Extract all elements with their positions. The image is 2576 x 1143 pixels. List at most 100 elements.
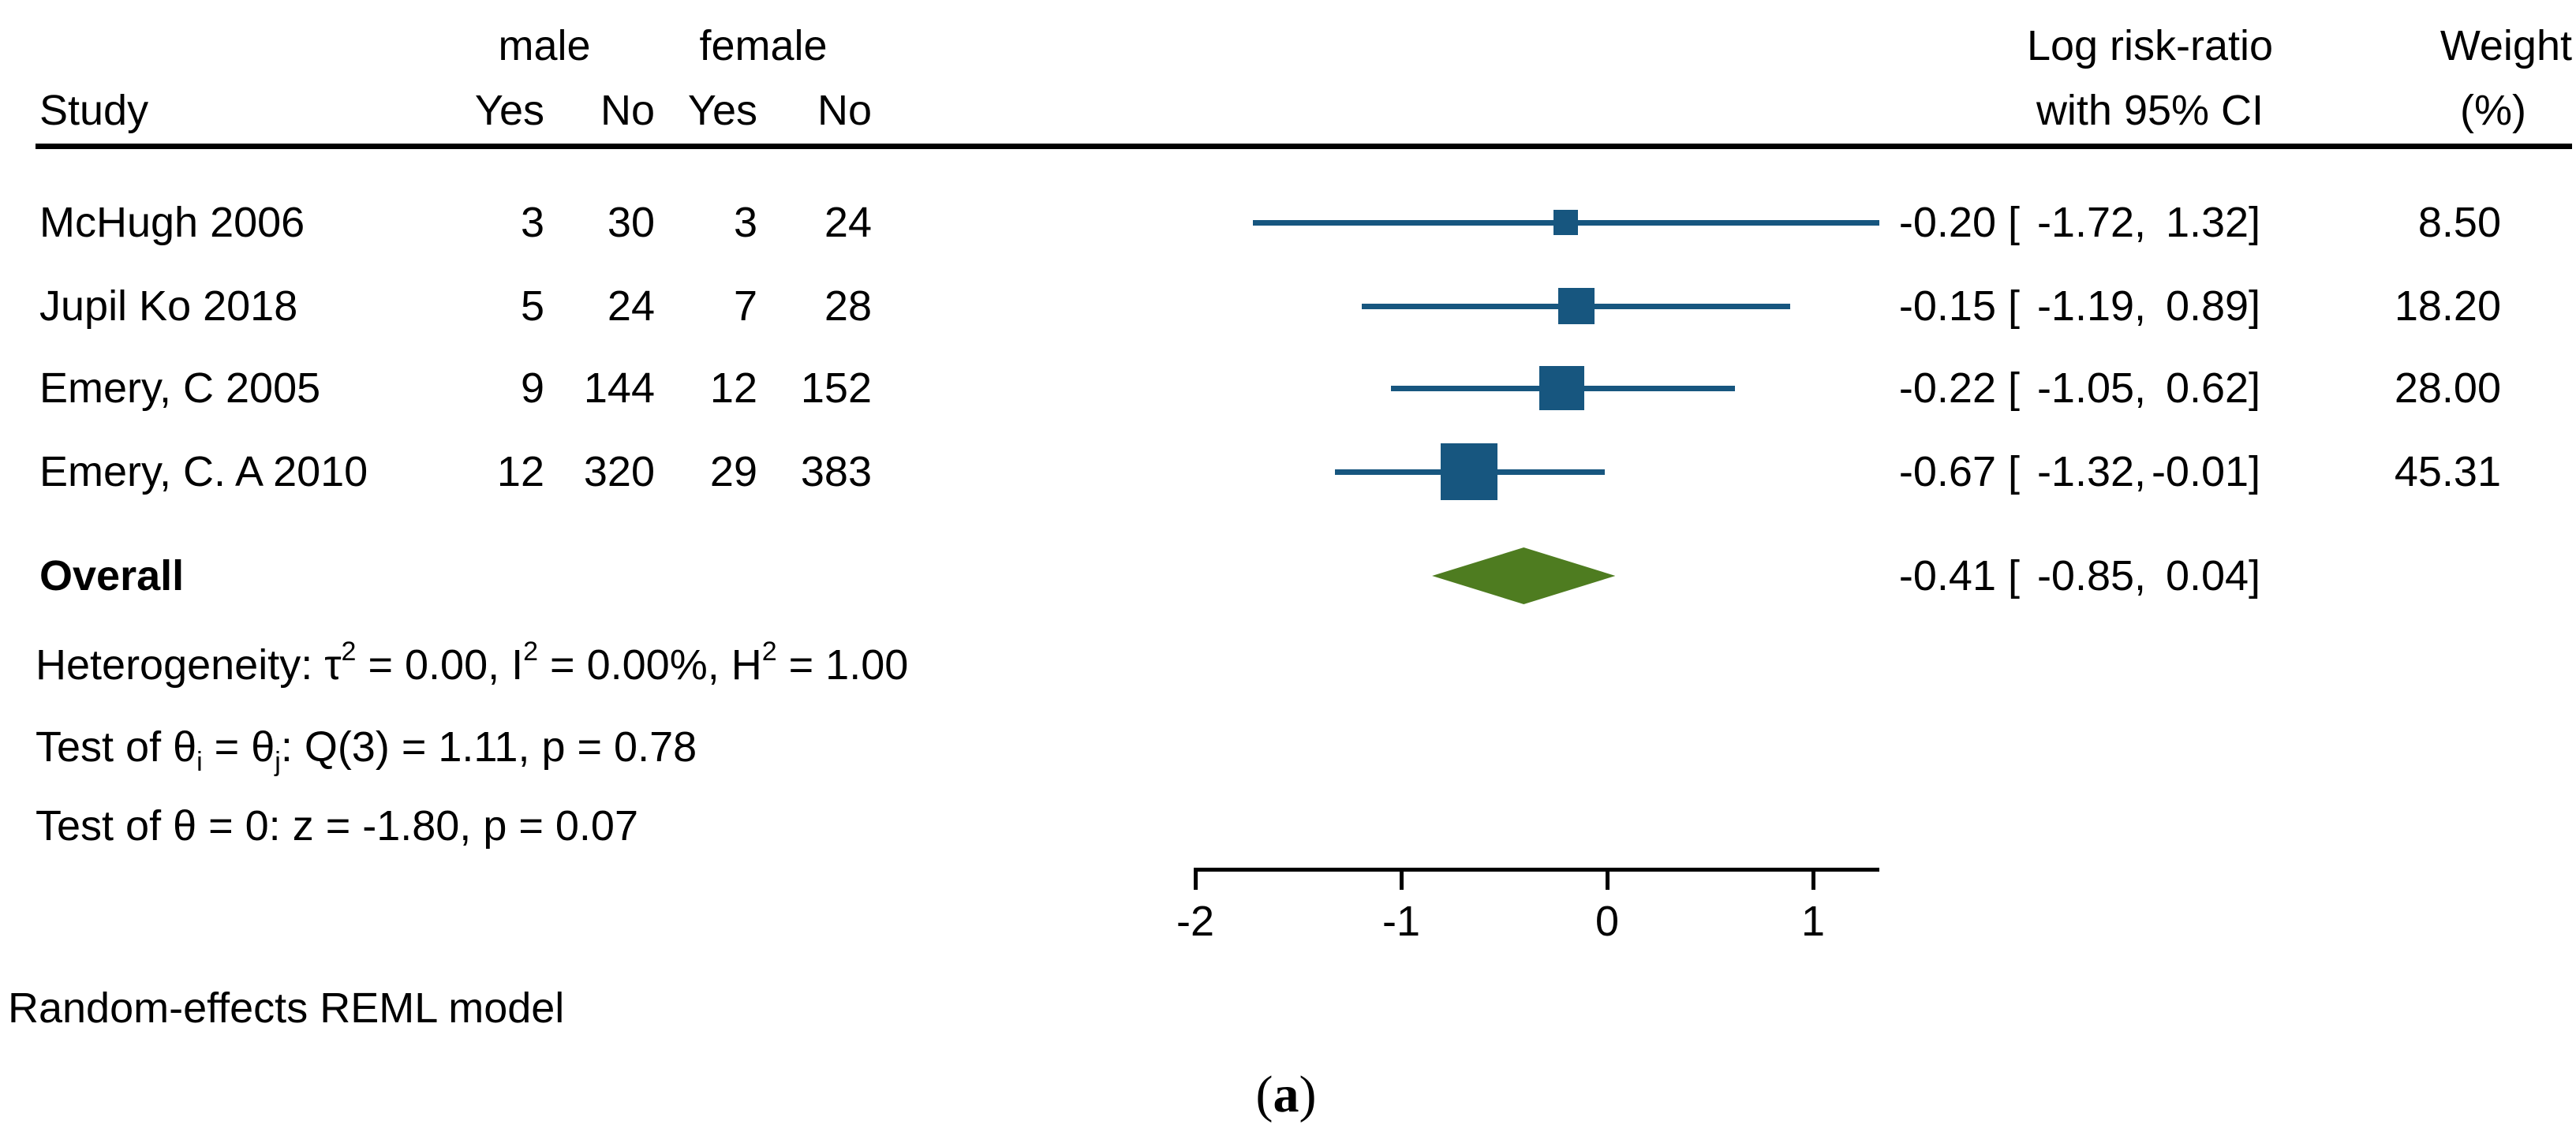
ci-low-value: -1.72 — [2036, 199, 2135, 246]
comma: , — [2134, 552, 2147, 600]
bracket-close: ] — [2249, 552, 2261, 600]
x-axis-tick-label: -2 — [1176, 898, 1214, 945]
caption-letter: a — [1273, 1066, 1299, 1123]
header-weight-line1: Weight — [2440, 22, 2572, 69]
bracket-close: ] — [2249, 199, 2261, 246]
male-yes-value: 5 — [520, 282, 544, 330]
model-footnote: Random-effects REML model — [8, 984, 565, 1032]
homogeneity-test: Test of θi = θj: Q(3) = 1.11, p = 0.78 — [36, 723, 697, 777]
overall-diamond — [1432, 547, 1616, 604]
ci-high-value: 0.62 — [2165, 364, 2249, 412]
header-study: Study — [39, 87, 149, 134]
table-row: Emery, C 2005 9 144 12 152 -0.22 [ -1.05,… — [0, 359, 2576, 417]
overall-effect-test: Test of θ = 0: z = -1.80, p = 0.07 — [36, 802, 638, 850]
ci-text: -0.15 [ -1.19, 0.89] — [1894, 277, 2414, 335]
comma: , — [2134, 364, 2147, 412]
study-label: Jupil Ko 2018 — [39, 282, 298, 330]
ci-text: -0.67 [ -1.32, -0.01] — [1894, 443, 2414, 501]
table-row: Jupil Ko 2018 5 24 7 28 -0.15 [ -1.19, 0.8… — [0, 277, 2576, 335]
x-axis-tick — [1811, 868, 1815, 890]
male-no-value: 320 — [583, 448, 655, 495]
male-yes-value: 12 — [496, 448, 544, 495]
x-axis-tick-label: -1 — [1381, 898, 1420, 945]
heterogeneity-stats: Heterogeneity: τ2 = 0.00, I2 = 0.00%, H2… — [36, 637, 909, 689]
study-label: Emery, C. A 2010 — [39, 448, 368, 495]
weight-value: 18.20 — [2394, 282, 2501, 330]
header-male-no: No — [600, 87, 655, 134]
bracket-close: ] — [2249, 364, 2261, 412]
x-axis-tick-label: 1 — [1800, 898, 1826, 945]
x-axis-tick — [1399, 868, 1404, 890]
header-effect-line1: Log risk-ratio — [2026, 22, 2274, 69]
header-male-yes: Yes — [474, 87, 544, 134]
ci-low-value: -1.32 — [2036, 448, 2135, 495]
caption-open-paren: ( — [1255, 1066, 1273, 1123]
caption-close-paren: ) — [1299, 1066, 1317, 1123]
ci-high-value: 0.89 — [2165, 282, 2249, 330]
weight-value: 28.00 — [2394, 364, 2501, 412]
study-label: McHugh 2006 — [39, 199, 305, 246]
x-axis-tick — [1193, 868, 1198, 890]
weight-value: 8.50 — [2417, 199, 2501, 246]
header-divider — [36, 144, 2572, 149]
overall-ci-text: -0.41 [ -0.85, 0.04] — [1894, 547, 2414, 605]
effect-size-marker — [1441, 443, 1498, 500]
header-female-no: No — [817, 87, 872, 134]
x-axis-line — [1195, 868, 1879, 872]
male-no-value: 30 — [607, 199, 655, 246]
estimate-value: -0.20 — [1898, 199, 1996, 246]
bracket-open: [ — [2008, 199, 2021, 246]
header-effect-line2: with 95% CI — [2036, 87, 2264, 134]
overall-row: Overall -0.41 [ -0.85, 0.04] — [0, 547, 2576, 605]
male-no-value: 144 — [583, 364, 655, 412]
female-yes-value: 12 — [709, 364, 757, 412]
bracket-close: ] — [2249, 282, 2261, 330]
comma: , — [2134, 199, 2147, 246]
ci-high-value: 1.32 — [2165, 199, 2249, 246]
male-yes-value: 9 — [520, 364, 544, 412]
female-no-value: 152 — [800, 364, 872, 412]
comma: , — [2134, 282, 2147, 330]
estimate-value: -0.67 — [1898, 448, 1996, 495]
table-row: Emery, C. A 2010 12 320 29 383 -0.67 [ -1… — [0, 443, 2576, 501]
effect-size-marker — [1553, 210, 1579, 235]
male-no-value: 24 — [607, 282, 655, 330]
ci-low-value: -1.19 — [2036, 282, 2135, 330]
bracket-close: ] — [2249, 448, 2261, 495]
female-yes-value: 3 — [733, 199, 757, 246]
table-row: McHugh 2006 3 30 3 24 -0.20 [-1.72, 1.32]… — [0, 193, 2576, 252]
female-no-value: 28 — [824, 282, 872, 330]
ci-text: -0.22 [ -1.05, 0.62] — [1894, 359, 2414, 417]
overall-label: Overall — [39, 552, 185, 600]
header-group-female: female — [699, 22, 828, 69]
female-yes-value: 29 — [709, 448, 757, 495]
bracket-open: [ — [2008, 448, 2021, 495]
ci-text: -0.20 [ -1.72, 1.32] — [1894, 193, 2414, 252]
ci-high-value: 0.04 — [2165, 552, 2249, 600]
female-no-value: 24 — [824, 199, 872, 246]
header-weight-line2: (%) — [2460, 87, 2526, 134]
study-label: Emery, C 2005 — [39, 364, 321, 412]
ci-low-value: -1.05 — [2036, 364, 2135, 412]
bracket-open: [ — [2008, 552, 2021, 600]
ci-high-value: -0.01 — [2151, 448, 2249, 495]
weight-value: 45.31 — [2394, 448, 2501, 495]
header-female-yes: Yes — [687, 87, 757, 134]
bracket-open: [ — [2008, 282, 2021, 330]
estimate-value: -0.15 — [1898, 282, 1996, 330]
female-no-value: 383 — [800, 448, 872, 495]
effect-size-marker — [1558, 288, 1595, 324]
estimate-value: -0.22 — [1898, 364, 1996, 412]
header-row-groups: male female Log risk-ratio Weight — [0, 17, 2576, 75]
x-axis-tick — [1605, 868, 1610, 890]
ci-low-value: -0.85 — [2036, 552, 2135, 600]
comma: , — [2134, 448, 2147, 495]
effect-size-marker — [1539, 365, 1584, 411]
header-group-male: male — [498, 22, 591, 69]
estimate-value: -0.41 — [1898, 552, 1996, 600]
female-yes-value: 7 — [733, 282, 757, 330]
bracket-open: [ — [2008, 364, 2021, 412]
header-row-columns: Study Yes No Yes No with 95% CI (%) — [0, 81, 2576, 140]
